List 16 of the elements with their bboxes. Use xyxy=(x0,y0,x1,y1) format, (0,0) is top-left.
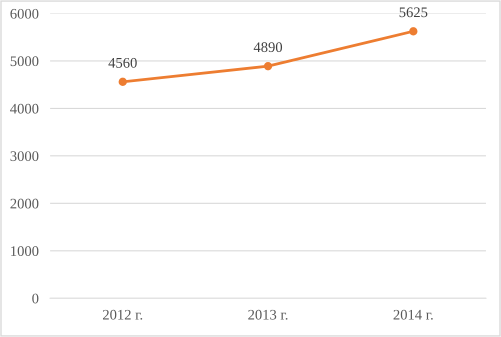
y-tick-label: 2000 xyxy=(10,198,38,209)
y-tick-label: 5000 xyxy=(10,56,38,66)
y-tick-label: 6000 xyxy=(10,8,38,19)
x-tick-label: 2014 г. xyxy=(394,310,433,320)
y-tick-label: 0 xyxy=(32,294,38,304)
y-tick-label: 4000 xyxy=(10,104,38,114)
data-label: 4890 xyxy=(254,42,282,52)
y-tick-label: 1000 xyxy=(11,246,38,256)
data-label: 4560 xyxy=(108,58,137,68)
point xyxy=(264,62,272,70)
x-tick-label: 2013 г. xyxy=(248,310,288,320)
data-label: 5625 xyxy=(400,7,428,18)
y-tick-label: 3000 xyxy=(10,151,38,162)
point xyxy=(118,78,127,86)
point xyxy=(409,27,418,36)
x-tick-label: 2012 г. xyxy=(102,310,142,320)
